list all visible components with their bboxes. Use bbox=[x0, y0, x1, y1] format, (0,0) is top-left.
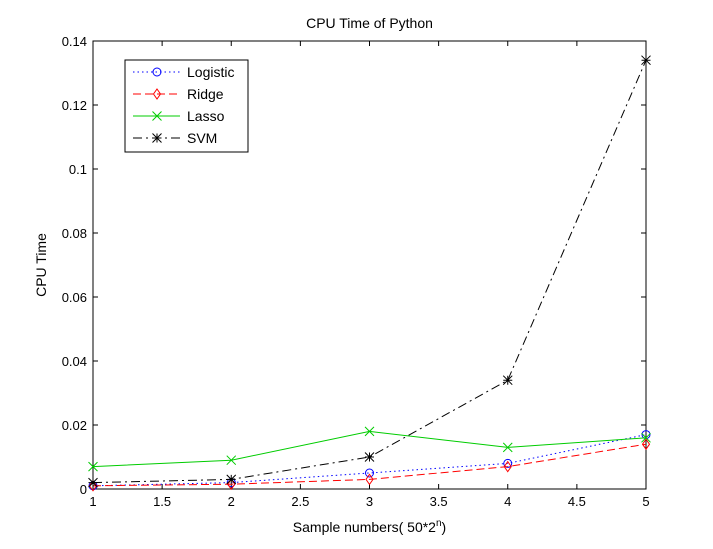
y-tick-label: 0.14 bbox=[62, 34, 87, 49]
x-tick-label: 4.5 bbox=[568, 494, 586, 509]
legend-item-svm: SVM bbox=[133, 130, 217, 146]
legend-marker-svm bbox=[152, 133, 162, 143]
data-point-ridge bbox=[503, 460, 512, 473]
y-tick-label: 0.04 bbox=[62, 354, 87, 369]
axis-ticks: 1 1.5 2 2.5 3 3.5 4 4.5 5 0 0.02 0.04 0.06 0.08 0.1 0.1… bbox=[62, 34, 650, 509]
x-tick-label: 3.5 bbox=[430, 494, 448, 509]
series-ridge bbox=[88, 438, 651, 492]
chart-title: CPU Time of Python bbox=[306, 15, 433, 31]
data-point-lasso bbox=[88, 461, 98, 472]
x-tick-label: 4 bbox=[504, 494, 511, 509]
data-point-lasso bbox=[641, 432, 651, 443]
x-axis-label-superscript: n bbox=[436, 518, 442, 529]
y-tick-label: 0.1 bbox=[69, 162, 87, 177]
legend-label-lasso: Lasso bbox=[187, 108, 225, 124]
series-svm bbox=[88, 55, 651, 488]
legend-marker-logistic bbox=[152, 67, 162, 77]
series-lasso bbox=[88, 426, 651, 472]
legend-marker-ridge bbox=[152, 88, 162, 100]
y-tick-label: 0.12 bbox=[62, 98, 87, 113]
x-axis-label-suffix: ) bbox=[442, 519, 447, 535]
x-axis-label-main: Sample numbers( 50*2 bbox=[293, 519, 436, 535]
data-point-svm bbox=[502, 375, 513, 386]
legend-item-logistic: Logistic bbox=[133, 64, 234, 80]
y-tick-label: 0.02 bbox=[62, 418, 87, 433]
data-point-lasso bbox=[364, 426, 375, 437]
data-point-lasso bbox=[226, 455, 237, 466]
data-point-ridge bbox=[88, 479, 98, 492]
data-point-logistic bbox=[365, 468, 374, 478]
series-group bbox=[88, 55, 651, 492]
x-tick-label: 2 bbox=[228, 494, 235, 509]
legend-label-ridge: Ridge bbox=[187, 86, 224, 102]
y-tick-label: 0.06 bbox=[62, 290, 87, 305]
x-tick-label: 1 bbox=[89, 494, 96, 509]
data-point-svm bbox=[226, 474, 237, 485]
data-point-lasso bbox=[502, 442, 513, 453]
data-point-svm bbox=[641, 55, 651, 66]
legend-marker-lasso bbox=[152, 111, 162, 121]
x-tick-label: 3 bbox=[366, 494, 373, 509]
y-tick-label: 0 bbox=[80, 482, 87, 497]
data-point-ridge bbox=[365, 473, 374, 486]
legend-label-logistic: Logistic bbox=[187, 64, 234, 80]
x-axis-label: Sample numbers( 50*2n) bbox=[293, 518, 446, 535]
data-point-ridge bbox=[227, 478, 236, 491]
series-line-svm bbox=[92, 60, 647, 484]
x-tick-label: 1.5 bbox=[153, 494, 171, 509]
y-axis-label: CPU Time bbox=[33, 233, 49, 297]
x-tick-label: 2.5 bbox=[291, 494, 309, 509]
legend-label-svm: SVM bbox=[187, 130, 217, 146]
y-tick-label: 0.08 bbox=[62, 226, 87, 241]
x-tick-label: 5 bbox=[642, 494, 649, 509]
legend-item-ridge: Ridge bbox=[133, 86, 224, 102]
legend-box bbox=[124, 59, 249, 153]
data-point-svm bbox=[364, 452, 375, 462]
legend-item-lasso: Lasso bbox=[133, 108, 225, 124]
data-point-logistic bbox=[503, 458, 513, 468]
series-line-ridge bbox=[92, 443, 647, 487]
data-point-ridge bbox=[641, 438, 651, 451]
data-point-svm bbox=[88, 477, 98, 488]
legend: Logistic Ridge Lasso SVM bbox=[124, 59, 249, 153]
